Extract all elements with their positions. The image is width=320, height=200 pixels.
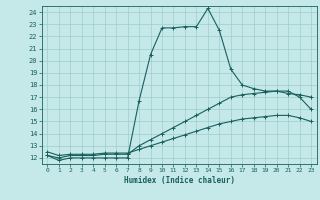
X-axis label: Humidex (Indice chaleur): Humidex (Indice chaleur) — [124, 176, 235, 185]
